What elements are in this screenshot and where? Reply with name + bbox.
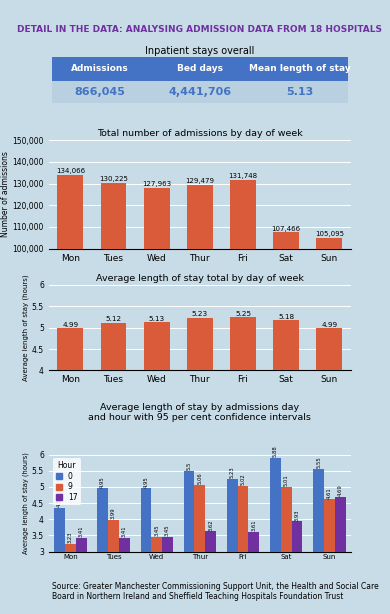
Text: 5.01: 5.01 <box>284 474 289 486</box>
Text: 4.99: 4.99 <box>62 322 78 328</box>
Bar <box>195 485 205 614</box>
Bar <box>151 537 162 614</box>
Text: Bed days: Bed days <box>177 64 223 73</box>
Text: Sat: Sat <box>280 554 292 560</box>
Bar <box>76 538 87 614</box>
Text: 129,479: 129,479 <box>185 178 215 184</box>
Bar <box>101 183 126 466</box>
Bar <box>101 322 126 541</box>
Bar <box>316 238 342 466</box>
Text: DETAIL IN THE DATA: ANALYSING ADMISSION DATA FROM 18 HOSPITALS: DETAIL IN THE DATA: ANALYSING ADMISSION … <box>18 25 382 34</box>
Text: 107,466: 107,466 <box>272 225 301 231</box>
Text: Thur: Thur <box>192 554 208 560</box>
Bar <box>238 486 248 614</box>
Text: 134,066: 134,066 <box>56 168 85 174</box>
Text: 4.61: 4.61 <box>327 487 332 499</box>
Y-axis label: Number of admissions: Number of admissions <box>1 152 10 238</box>
Bar <box>335 497 346 614</box>
Text: 5.18: 5.18 <box>278 314 294 319</box>
Text: 5.5: 5.5 <box>186 461 191 470</box>
Text: Admissions: Admissions <box>71 64 129 73</box>
Text: 3.45: 3.45 <box>154 524 159 536</box>
Bar <box>140 489 151 614</box>
Bar <box>313 469 324 614</box>
Bar <box>187 185 213 466</box>
Bar <box>227 480 238 614</box>
Text: 5.13: 5.13 <box>286 87 313 97</box>
Text: 4.99: 4.99 <box>321 322 337 328</box>
Text: Wed: Wed <box>149 554 164 560</box>
Text: Tues: Tues <box>106 554 121 560</box>
Text: 5.23: 5.23 <box>230 467 235 478</box>
Bar <box>273 233 299 466</box>
Bar <box>324 499 335 614</box>
Text: 3.62: 3.62 <box>208 519 213 530</box>
Y-axis label: Average length of stay (hours): Average length of stay (hours) <box>23 452 29 554</box>
Text: Average length of stay by admissions day
and hour with 95 per cent confidence in: Average length of stay by admissions day… <box>89 403 311 422</box>
Y-axis label: Average length of stay (hours): Average length of stay (hours) <box>23 274 29 381</box>
Bar <box>281 486 292 614</box>
Bar <box>205 532 216 614</box>
Text: 130,225: 130,225 <box>99 176 128 182</box>
Text: 3.93: 3.93 <box>294 509 300 521</box>
Text: Sun: Sun <box>323 554 336 560</box>
Bar <box>187 318 213 541</box>
Bar <box>119 538 130 614</box>
Text: 5.88: 5.88 <box>273 446 278 457</box>
Text: 4,441,706: 4,441,706 <box>168 87 231 97</box>
Text: 5.02: 5.02 <box>241 473 246 485</box>
Bar <box>57 328 83 541</box>
Text: 5.23: 5.23 <box>192 311 208 317</box>
Text: 105,095: 105,095 <box>315 231 344 237</box>
Bar <box>57 174 83 466</box>
FancyBboxPatch shape <box>52 57 348 80</box>
Text: Inpatient stays overall: Inpatient stays overall <box>145 45 255 56</box>
Text: 3.41: 3.41 <box>122 526 127 537</box>
Bar <box>270 459 281 614</box>
Text: 3.23: 3.23 <box>68 532 73 543</box>
Bar <box>144 188 170 466</box>
Title: Total number of admissions by day of week: Total number of admissions by day of wee… <box>97 129 303 138</box>
Text: Mon: Mon <box>63 554 78 560</box>
Text: Source: Greater Manchester Commissioning Support Unit, the Health and Social Car: Source: Greater Manchester Commissioning… <box>52 582 379 601</box>
Text: 3.99: 3.99 <box>111 507 116 519</box>
Bar <box>316 328 342 541</box>
Text: 4.69: 4.69 <box>338 484 343 496</box>
Bar <box>248 532 259 614</box>
Text: 866,045: 866,045 <box>75 87 126 97</box>
Text: 5.25: 5.25 <box>235 311 251 317</box>
Text: 5.12: 5.12 <box>105 316 122 322</box>
Bar <box>108 519 119 614</box>
Bar <box>230 180 256 466</box>
Text: 3.45: 3.45 <box>165 524 170 536</box>
Legend: 0, 9, 17: 0, 9, 17 <box>53 459 80 505</box>
Bar <box>292 521 302 614</box>
Text: 4.95: 4.95 <box>144 476 149 488</box>
Bar <box>98 489 108 614</box>
Text: 5.06: 5.06 <box>197 472 202 484</box>
Bar <box>162 537 173 614</box>
Title: Average length of stay total by day of week: Average length of stay total by day of w… <box>96 274 304 283</box>
Bar <box>184 471 195 614</box>
Text: 3.41: 3.41 <box>79 526 83 537</box>
Text: 4.36: 4.36 <box>57 495 62 507</box>
Bar <box>273 320 299 541</box>
Bar <box>230 317 256 541</box>
FancyBboxPatch shape <box>52 80 348 103</box>
Text: Fri: Fri <box>239 554 247 560</box>
Text: Mean length of stay: Mean length of stay <box>249 64 351 73</box>
Bar <box>65 544 76 614</box>
Text: 5.13: 5.13 <box>149 316 165 322</box>
Text: 131,748: 131,748 <box>229 173 258 179</box>
Text: 4.95: 4.95 <box>100 476 105 488</box>
Bar <box>144 322 170 541</box>
Text: 5.55: 5.55 <box>316 456 321 468</box>
Text: 3.61: 3.61 <box>251 519 256 531</box>
Bar <box>54 508 65 614</box>
Text: 127,963: 127,963 <box>142 181 171 187</box>
